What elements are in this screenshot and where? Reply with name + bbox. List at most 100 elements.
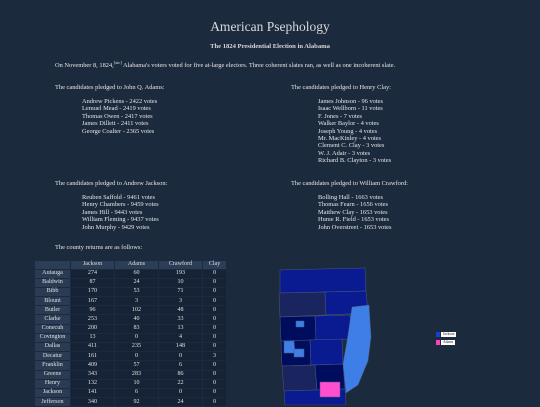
vote-count-cell: 57 [115, 361, 158, 370]
table-row: Conecuh 200 83 13 0 [35, 324, 226, 333]
table-row: Autauga 274 60 193 0 [35, 269, 226, 278]
county-shape [314, 314, 353, 341]
table-row: Henry 132 10 22 0 [35, 379, 226, 388]
list-item: Clement C. Clay - 3 votes [318, 142, 385, 150]
county-adams [293, 348, 305, 358]
county-name-cell: Bibb [35, 287, 70, 297]
list-item: James Hill - 9443 votes [82, 208, 143, 216]
county-name-cell: Covington [35, 333, 70, 342]
table-row: Decatur 161 0 0 3 [35, 352, 226, 361]
list-item: Bolling Hall - 1663 votes [318, 194, 383, 201]
vote-count-cell: 0 [203, 306, 226, 315]
vote-count-cell: 24 [115, 278, 158, 287]
vote-count-cell: 24 [159, 398, 202, 407]
vote-count-cell: 40 [115, 315, 158, 324]
list-item: Matthew Clay - 1653 votes [318, 208, 388, 216]
vote-count-cell: 411 [71, 343, 114, 352]
legend-label: Adams [441, 340, 456, 345]
county-crawford [319, 381, 341, 398]
page-subtitle: The 1824 Presidential Election in Alabam… [210, 43, 330, 50]
column-header-clay: Clay [203, 261, 226, 269]
vote-count-cell: 0 [115, 333, 158, 342]
table-row: Baldwin 87 24 10 0 [35, 278, 226, 287]
county-name-cell: Clarke [35, 315, 70, 324]
list-item: Thomas Owen - 2417 votes [82, 112, 153, 120]
adams-heading: The candidates pledged to John Q. Adams: [55, 84, 165, 91]
county-adams [283, 340, 296, 354]
legend-label: Jackson [441, 332, 457, 337]
county-name-cell: Dallas [35, 343, 70, 352]
legend-item-adams: Adams [436, 339, 456, 346]
vote-count-cell: 6 [115, 388, 158, 398]
table-row: Greene 343 283 86 0 [35, 370, 226, 379]
legend-swatch [436, 340, 440, 345]
county-name-cell: Decatur [35, 352, 70, 361]
jackson-heading: The candidates pledged to Andrew Jackson… [55, 180, 168, 187]
vote-count-cell: 340 [71, 398, 114, 407]
vote-count-cell: 274 [71, 269, 114, 278]
vote-count-cell: 283 [115, 370, 158, 379]
list-item: Richard B. Clayton - 3 votes [318, 157, 392, 165]
map-legend: Jackson Adams [436, 331, 457, 347]
county-name-cell: Butler [35, 306, 70, 315]
county-name-cell: Henry [35, 379, 70, 388]
vote-count-cell: 96 [71, 306, 114, 315]
vote-count-cell: 0 [203, 324, 226, 333]
vote-count-cell: 0 [159, 388, 202, 398]
list-item: Thomas Fearn - 1656 votes [318, 201, 388, 209]
vote-count-cell: 0 [115, 352, 158, 361]
vote-count-cell: 0 [203, 333, 226, 342]
vote-count-cell: 102 [115, 306, 158, 315]
county-shape [281, 364, 318, 392]
vote-count-cell: 0 [203, 343, 226, 352]
list-item: John Overstreet - 1653 votes [318, 223, 392, 231]
vote-count-cell: 22 [159, 379, 202, 388]
county-name-cell: Blount [35, 297, 70, 306]
list-item: John Murphy - 9429 votes [82, 223, 150, 231]
legend-item-jackson: Jackson [436, 331, 457, 338]
vote-count-cell: 343 [71, 370, 114, 379]
list-item: Walker Baylor - 4 votes [318, 120, 379, 128]
vote-count-cell: 253 [71, 315, 114, 324]
vote-count-cell: 0 [203, 287, 226, 297]
column-header-jackson: Jackson [71, 261, 114, 269]
vote-count-cell: 13 [71, 333, 114, 342]
county-name-cell: Baldwin [35, 278, 70, 287]
vote-count-cell: 33 [159, 315, 202, 324]
column-header-crawford: Crawford [159, 261, 202, 269]
vote-count-cell: 0 [203, 398, 226, 407]
adams-elector-list: Andrew Pickens - 2422 votes Lemuel Mead … [82, 98, 157, 135]
county-name-cell: Autauga [35, 269, 70, 278]
intro-text-b: Alabama's voters voted for five at-large… [121, 62, 396, 69]
vote-count-cell: 193 [159, 269, 202, 278]
list-item: James Dillett - 2411 votes [82, 120, 149, 128]
vote-count-cell: 0 [203, 370, 226, 379]
list-item: Mr. MacKinley - 4 votes [318, 134, 382, 142]
list-item: Andrew Pickens - 2422 votes [82, 98, 158, 105]
list-item: W. J. Adair - 3 votes [318, 149, 371, 157]
county-adams [295, 320, 305, 328]
vote-count-cell: 92 [115, 398, 158, 407]
intro-text-a: On November 8, 1824, [55, 62, 114, 69]
alabama-county-map [278, 267, 372, 405]
vote-count-cell: 53 [115, 287, 158, 297]
list-item: Lemuel Mead - 2419 votes [82, 105, 151, 113]
county-shape [279, 315, 317, 342]
vote-count-cell: 6 [159, 361, 202, 370]
clay-elector-list: James Johnson - 96 votes Isaac Wellborn … [318, 98, 391, 165]
table-row: Bibb 170 53 71 0 [35, 287, 226, 297]
crawford-heading: The candidates pledged to William Crawfo… [291, 180, 408, 187]
sic-note[interactable]: [sic] [113, 59, 122, 65]
vote-count-cell: 161 [71, 352, 114, 361]
legend-swatch [436, 332, 440, 337]
vote-count-cell: 0 [203, 315, 226, 324]
vote-count-cell: 60 [115, 269, 158, 278]
list-item: Joseph Young - 4 votes [318, 127, 378, 135]
vote-count-cell: 3 [115, 297, 158, 306]
table-header-row: Jackson Adams Crawford Clay [35, 261, 226, 269]
table-row: Jackson 141 6 0 0 [35, 388, 226, 398]
county-returns-intro: The county returns are as follows: [55, 244, 143, 251]
vote-count-cell: 10 [159, 278, 202, 287]
table-row: Dallas 411 235 148 0 [35, 343, 226, 352]
county-shape [279, 267, 367, 294]
